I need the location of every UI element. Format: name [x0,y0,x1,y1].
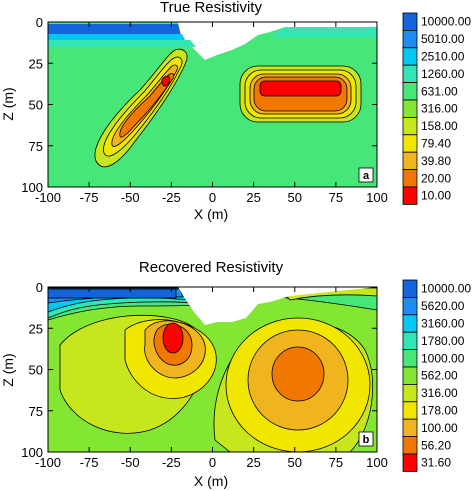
colorbar-label: 56.20 [421,438,451,452]
colorbar-label: 39.80 [421,154,451,168]
colorbar-label: 79.40 [421,137,451,151]
colorbar-label: 316.00 [421,386,458,400]
y-tick-label: 50 [29,363,43,378]
colorbar-swatch [402,436,418,455]
colorbar-swatch [402,82,418,101]
panel-b-title: Recovered Resistivity [139,259,284,276]
y-tick-label: 75 [29,404,43,419]
colorbar-swatch [402,314,418,333]
x-tick-label: -50 [121,190,140,205]
x-tick-label: 50 [288,455,302,470]
panel-a-surface-layer-edge2 [48,40,196,47]
panel-a-dipping-body [94,48,188,168]
colorbar-label: 20.00 [421,171,451,185]
colorbar-swatch [402,383,418,403]
colorbar-swatch [402,331,418,351]
panel-a-label-box [358,167,374,183]
colorbar-swatch [402,418,418,438]
y-tick-label: 100 [21,180,43,195]
y-tick-label: 25 [29,321,43,336]
panel-a-y-ticks: 0 25 50 75 100 [21,15,377,195]
panel-a-label: a [363,170,370,182]
colorbar-label: 10000.00 [421,15,471,29]
x-tick-label: 0 [209,455,216,470]
x-tick-label: 75 [329,190,343,205]
panel-a-topography-air [178,22,377,60]
panel-b-y-ticks: 0 25 50 75 100 [21,280,377,460]
colorbar-label: 178.00 [421,404,458,418]
y-tick-label: 50 [29,98,43,113]
colorbar-label: 316.00 [421,102,458,116]
colorbar-swatch [402,453,418,472]
colorbar-label: 1260.00 [421,67,465,81]
colorbar-swatch [402,64,418,83]
panel-a-x-label: X (m) [194,206,228,222]
colorbar-swatch [402,349,418,368]
panel-a-title: True Resistivity [160,0,262,16]
colorbar-label: 158.00 [421,119,458,133]
x-tick-label: 100 [366,190,388,205]
y-tick-label: 100 [21,445,43,460]
panel-b: Recovered Resistivity b [0,259,471,489]
colorbar-label: 631.00 [421,84,458,98]
y-tick-label: 0 [36,15,43,30]
colorbar-swatch [402,279,418,298]
panel-b-label: b [363,434,370,446]
colorbar-label: 2510.00 [421,50,465,64]
colorbar-label: 31.60 [421,456,451,470]
panel-b-colorbar: 10000.00 5620.00 3160.00 1780.00 1000.00 562.… [402,279,471,472]
colorbar-swatch [402,47,418,66]
colorbar-label: 1780.00 [421,334,465,348]
colorbar-swatch [402,29,418,49]
panel-a-right-surface-band [270,27,377,37]
y-tick-label: 0 [36,280,43,295]
x-tick-label: -100 [35,190,61,205]
x-tick-label: -25 [162,455,181,470]
colorbar-label: 5010.00 [421,32,465,46]
colorbar-swatch [402,151,418,170]
x-tick-label: 25 [246,455,260,470]
colorbar-swatch [402,12,418,31]
y-tick-label: 25 [29,56,43,71]
panel-b-x-ticks: -100 -75 -50 -25 0 25 50 75 100 [35,287,388,470]
panel-a-block-body [239,65,362,123]
y-tick-label: 75 [29,139,43,154]
x-tick-label: 25 [246,190,260,205]
colorbar-swatch [402,134,418,153]
x-tick-label: -75 [80,455,99,470]
colorbar-swatch [402,99,418,118]
panel-b-y-label: Z (m) [0,353,16,386]
colorbar-label: 100.00 [421,421,458,435]
x-tick-label: 100 [366,455,388,470]
panel-a-y-label: Z (m) [0,87,16,120]
x-tick-label: 75 [329,455,343,470]
colorbar-label: 562.00 [421,369,458,383]
x-tick-label: -100 [35,455,61,470]
panel-b-label-box [358,431,374,447]
panel-a-colorbar: 10000.00 5010.00 2510.00 1260.00 631.00 316.0… [402,12,471,205]
colorbar-label: 3160.00 [421,317,465,331]
colorbar-swatch [402,296,418,316]
colorbar-swatch [402,366,418,385]
panel-b-topography-air [178,287,377,325]
colorbar-swatch [402,401,418,420]
x-tick-label: 0 [209,190,216,205]
x-tick-label: 50 [288,190,302,205]
panel-a: True Resistivity a -100 -75 -50 -25 0 25 50 75 1… [0,0,471,222]
panel-b-left-anomaly [59,314,217,434]
colorbar-label: 10000.00 [421,282,471,296]
panel-a-x-ticks: -100 -75 -50 -25 0 25 50 75 100 [35,22,388,205]
panel-b-right-anomaly [213,317,374,453]
panel-b-x-label: X (m) [194,473,228,489]
x-tick-label: -75 [80,190,99,205]
colorbar-label: 1000.00 [421,351,465,365]
colorbar-swatch [402,186,418,205]
x-tick-label: -50 [121,455,140,470]
colorbar-label: 10.00 [421,189,451,203]
colorbar-label: 5620.00 [421,299,465,313]
colorbar-swatch [402,117,418,136]
x-tick-label: -25 [162,190,181,205]
colorbar-swatch [402,169,418,188]
